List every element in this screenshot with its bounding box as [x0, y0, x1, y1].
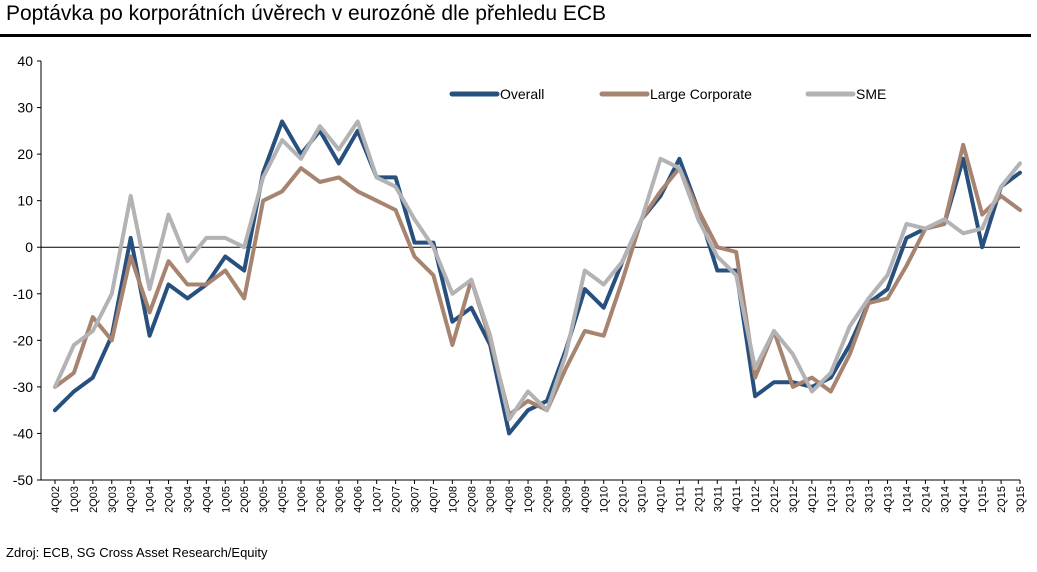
x-tick-label: 2Q05	[239, 486, 251, 513]
x-tick-label: 2Q12	[769, 486, 781, 513]
x-tick-label: 1Q12	[750, 486, 762, 513]
x-tick-label: 4Q13	[883, 486, 895, 513]
x-tick-label: 3Q07	[410, 486, 422, 513]
x-tick-label: 1Q03	[69, 486, 81, 513]
legend-label-overall: Overall	[500, 86, 544, 102]
x-tick-label: 2Q09	[542, 486, 554, 513]
x-tick-label: 4Q14	[958, 486, 970, 513]
x-tick-label: 2Q15	[996, 486, 1008, 513]
x-tick-label: 2Q04	[164, 486, 176, 513]
x-tick-label: 3Q14	[939, 486, 951, 513]
x-tick-label: 1Q05	[220, 486, 232, 513]
x-tick-label: 1Q13	[826, 486, 838, 513]
x-tick-label: 4Q03	[126, 486, 138, 513]
chart-legend: Overall Large Corporate SME	[449, 86, 886, 102]
x-tick-label: 1Q15	[977, 486, 989, 513]
chart-title: Poptávka po korporátních úvěrech v euroz…	[6, 2, 607, 25]
x-tick-label: 2Q11	[693, 486, 705, 512]
x-tick-label: 4Q11	[731, 486, 743, 512]
y-tick-label: -30	[13, 379, 33, 395]
series-layer	[53, 119, 1022, 436]
x-tick-label: 3Q10	[637, 486, 649, 513]
chart-axes: 40 30 20 10 0 -10 -20 -30 -40 -50 4Q02 1Q03 2Q03 3Q03…	[13, 53, 1027, 513]
x-tick-label: 3Q12	[788, 486, 800, 513]
x-tick-label: 3Q09	[561, 486, 573, 513]
x-tick-label: 1Q07	[372, 486, 384, 513]
title-rule	[0, 34, 1031, 37]
x-tick-label: 1Q11	[674, 486, 686, 512]
x-tick-label: 3Q06	[334, 486, 346, 513]
x-tick-label: 4Q08	[504, 486, 516, 513]
legend-label-sme: SME	[856, 86, 886, 102]
x-tick-label: 1Q14	[901, 486, 913, 513]
y-tick-label: 0	[25, 239, 33, 255]
x-tick-label: 1Q08	[447, 486, 459, 513]
x-tick-label: 2Q03	[88, 486, 100, 513]
y-tick-label: -10	[13, 286, 33, 302]
y-tick-label: -50	[13, 472, 33, 488]
y-tick-label: 10	[17, 193, 33, 209]
x-tick-label: 2Q13	[845, 486, 857, 513]
x-tick-label: 4Q02	[50, 486, 62, 513]
series-line-large-corporate	[53, 142, 1022, 417]
y-tick-label: -40	[13, 425, 33, 441]
y-tick-label: 40	[17, 53, 33, 69]
x-tick-label: 4Q07	[428, 486, 440, 513]
x-tick-label: 2Q08	[466, 486, 478, 513]
x-tick-label: 4Q12	[807, 486, 819, 513]
y-tick-label: 30	[17, 100, 33, 116]
x-tick-label: 3Q15	[1015, 486, 1027, 513]
x-tick-label: 4Q10	[655, 486, 667, 513]
x-tick-label: 1Q04	[145, 486, 157, 513]
x-tick-label: 3Q08	[485, 486, 497, 513]
x-tick-label: 2Q10	[618, 486, 630, 513]
x-tick-label: 1Q10	[599, 486, 611, 513]
series-line-overall	[53, 119, 1022, 436]
x-tick-label: 3Q04	[182, 486, 194, 513]
y-tick-label: -20	[13, 332, 33, 348]
y-tick-label: 20	[17, 146, 33, 162]
legend-label-large-corporate: Large Corporate	[650, 86, 752, 102]
x-tick-label: 4Q05	[277, 486, 289, 513]
x-tick-label: 1Q09	[523, 486, 535, 513]
x-tick-label: 3Q05	[258, 486, 270, 513]
series-line-sme	[53, 119, 1022, 422]
x-tick-label: 3Q13	[864, 486, 876, 513]
x-tick-label: 4Q06	[353, 486, 365, 513]
x-tick-label: 2Q07	[391, 486, 403, 513]
x-tick-label: 1Q06	[296, 486, 308, 513]
x-tick-label: 4Q04	[201, 486, 213, 513]
x-tick-label: 3Q03	[107, 486, 119, 513]
x-tick-label: 4Q09	[580, 486, 592, 513]
x-tick-label: 2Q06	[315, 486, 327, 513]
x-tick-label: 2Q14	[920, 486, 932, 513]
source-note: Zdroj: ECB, SG Cross Asset Research/Equi…	[6, 545, 268, 560]
x-tick-label: 3Q11	[712, 486, 724, 512]
